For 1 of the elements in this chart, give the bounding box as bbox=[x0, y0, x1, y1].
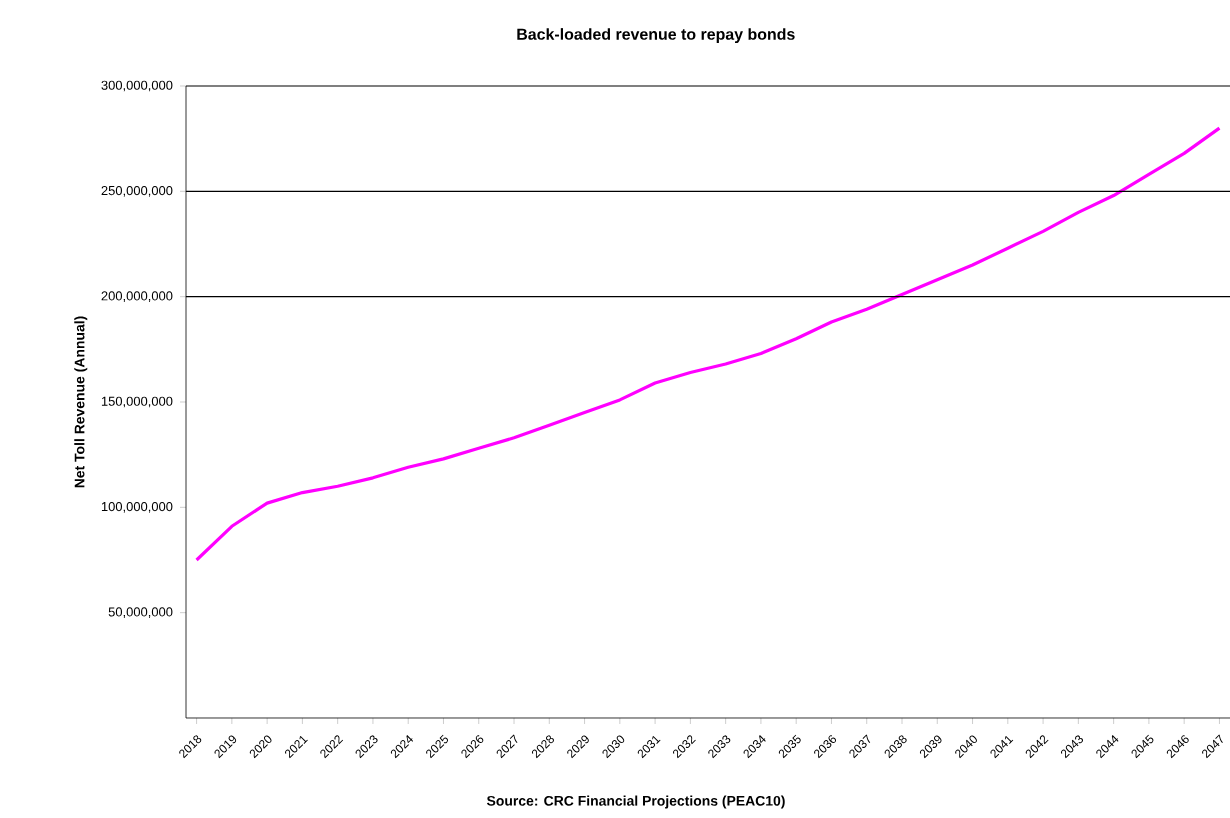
line-series bbox=[194, 126, 1222, 562]
